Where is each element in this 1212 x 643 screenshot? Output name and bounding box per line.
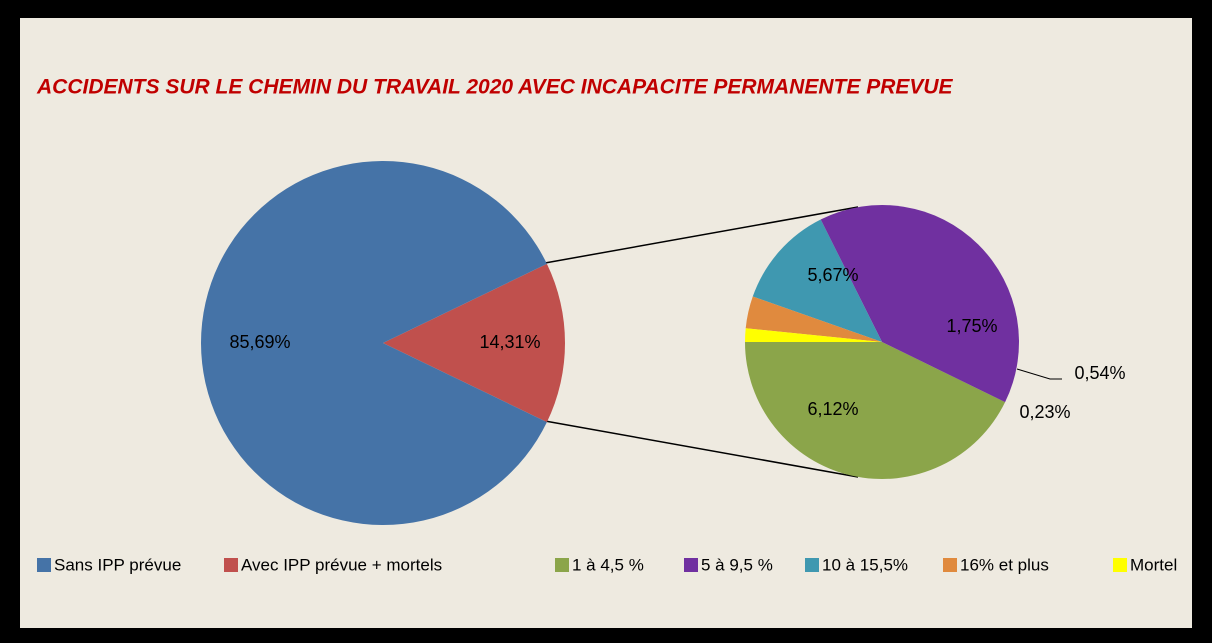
legend-label: Sans IPP prévue <box>54 555 181 574</box>
legend-swatch <box>1113 558 1127 572</box>
legend-swatch <box>37 558 51 572</box>
legend-label: 16% et plus <box>960 555 1049 574</box>
legend-label: 5 à 9,5 % <box>701 555 773 574</box>
legend-swatch <box>805 558 819 572</box>
legend-swatch <box>224 558 238 572</box>
data-label: 0,23% <box>1019 402 1070 422</box>
data-label: 85,69% <box>229 332 290 352</box>
leader-line <box>1016 368 1062 380</box>
legend-swatch <box>684 558 698 572</box>
pie-slice <box>745 328 882 342</box>
connector-line <box>544 206 859 264</box>
connector-line <box>544 420 859 478</box>
pie-slice <box>383 263 565 423</box>
pie-slice <box>200 160 547 526</box>
legend-label: 10 à 15,5% <box>822 555 908 574</box>
pie-slice <box>752 219 882 342</box>
pie-slice <box>820 204 1019 403</box>
data-label: 14,31% <box>479 332 540 352</box>
legend-swatch <box>943 558 957 572</box>
data-label: 5,67% <box>807 265 858 285</box>
data-label: 0,54% <box>1074 363 1125 383</box>
data-label: 1,75% <box>946 316 997 336</box>
chart-title: ACCIDENTS SUR LE CHEMIN DU TRAVAIL 2020 … <box>36 76 954 99</box>
pie-slice <box>745 296 882 342</box>
legend-label: 1 à 4,5 % <box>572 555 644 574</box>
legend-label: Avec IPP prévue + mortels <box>241 555 442 574</box>
data-label: 6,12% <box>807 399 858 419</box>
legend-swatch <box>555 558 569 572</box>
pie-slice <box>745 342 1006 479</box>
legend-label: Mortel <box>1130 555 1177 574</box>
